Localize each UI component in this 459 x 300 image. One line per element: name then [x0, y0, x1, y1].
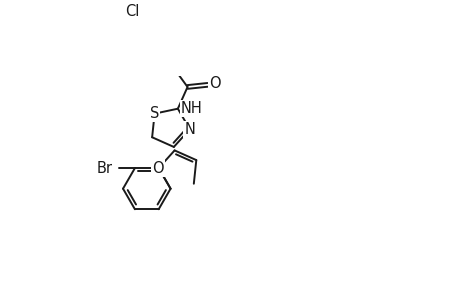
Text: O: O	[152, 160, 163, 175]
Text: O: O	[209, 76, 220, 91]
Text: Cl: Cl	[125, 4, 140, 19]
Text: NH: NH	[180, 101, 202, 116]
Text: N: N	[184, 122, 195, 137]
Text: S: S	[150, 106, 159, 121]
Text: Br: Br	[96, 160, 112, 175]
